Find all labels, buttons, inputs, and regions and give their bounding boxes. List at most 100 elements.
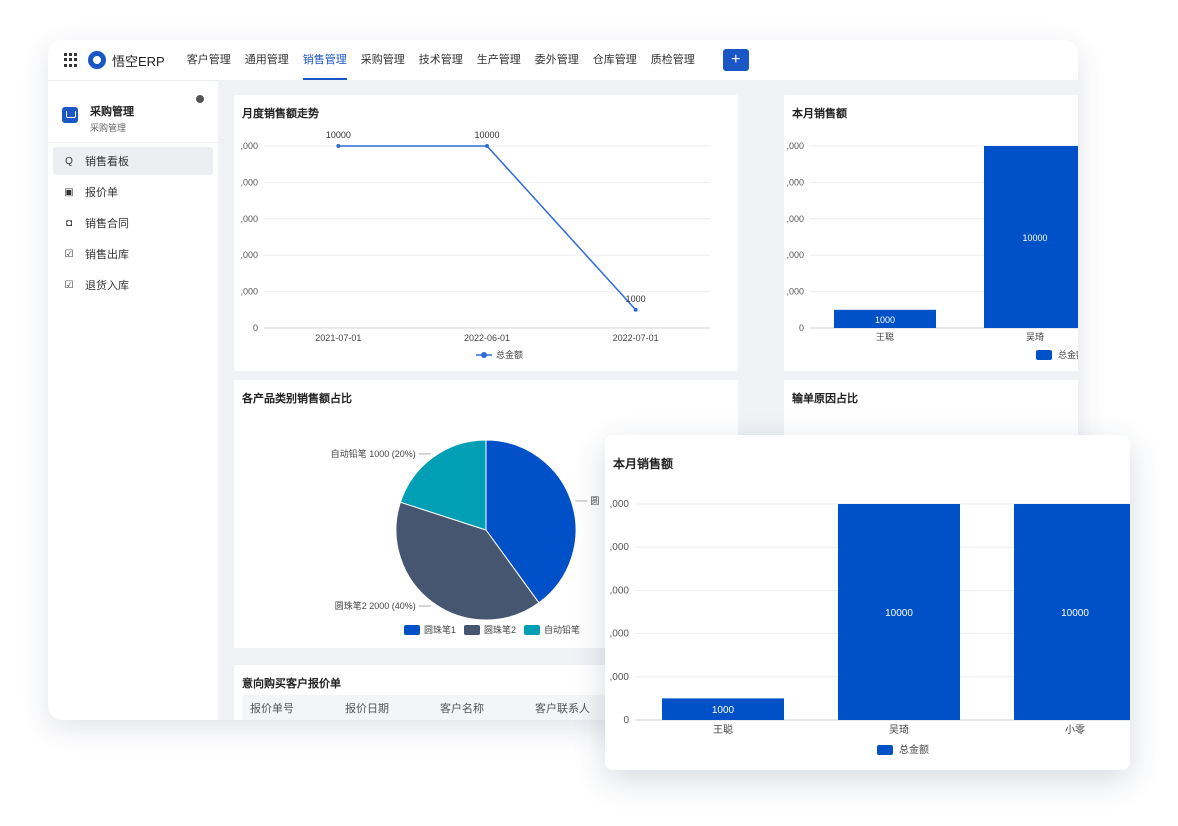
loss-title: 输单原因占比: [792, 393, 858, 405]
trend-title: 月度销售额走势: [242, 108, 319, 120]
month-title: 本月销售额: [792, 108, 847, 120]
legend-label: 总金额: [1058, 349, 1078, 360]
y-tick-label: 0: [253, 323, 258, 333]
bar-value-label: 10000: [885, 608, 913, 619]
category-card: 各产品类别销售额占比 自动铅笔 1000 (20%) 圆珠笔2 2000 (40%…: [234, 380, 738, 648]
sidebar-subtitle: 采购管理: [90, 123, 127, 133]
x-tick-label: 吴琦: [889, 724, 909, 736]
sidebar-item[interactable]: ☑ 销售出库: [53, 240, 213, 268]
quote-table-header: 报价单号 报价日期 客户名称 客户联系人: [242, 695, 622, 720]
data-label: 10000: [474, 130, 499, 140]
x-tick-label: 2022-06-01: [464, 333, 510, 343]
quote-title: 意向购买客户报价单: [242, 678, 341, 690]
popup-title: 本月销售额: [613, 457, 674, 471]
legend-swatch: [524, 625, 540, 635]
y-tick-label: ,000: [786, 177, 804, 187]
legend-label: 总金额: [496, 349, 523, 360]
quote-icon: ▣: [64, 186, 74, 198]
pie-slice: [395, 501, 540, 621]
x-tick-label: 王聪: [713, 723, 733, 736]
data-point: [485, 144, 489, 148]
y-tick-label: ,000: [610, 585, 630, 596]
legend-label: 圆珠笔2: [484, 624, 516, 635]
nav-item[interactable]: 通用管理: [244, 54, 289, 66]
bar: [838, 504, 960, 720]
legend-marker: [481, 352, 487, 358]
nav-item[interactable]: 技术管理: [418, 54, 463, 66]
y-tick-label: ,000: [240, 177, 258, 187]
bar: [834, 309, 936, 328]
contract-icon: ◘: [65, 217, 73, 229]
x-tick-label: 2021-07-01: [315, 333, 361, 343]
bar-value-label: 10000: [1022, 233, 1047, 243]
apps-grid-icon[interactable]: [64, 53, 78, 67]
trend-line: [338, 145, 637, 311]
sidebar-item[interactable]: ◘ 销售合同: [53, 209, 213, 237]
legend-label: 自动铅笔: [544, 624, 580, 635]
table-column-header[interactable]: 客户名称: [440, 703, 484, 715]
nav-item[interactable]: 仓库管理: [592, 54, 637, 66]
sidebar: 采购管理 采购管理 Q 销售看板 ▣ 报价单 ◘ 销售合同 ☑ 销售出库 ☑ 退货入库: [48, 80, 218, 720]
table-column-header[interactable]: 报价日期: [345, 703, 389, 715]
sidebar-item-label: 退货入库: [85, 280, 129, 292]
legend-swatch: [404, 625, 420, 635]
y-tick-label: ,000: [786, 214, 804, 224]
cart-icon: [62, 107, 78, 123]
sidebar-menu: Q 销售看板 ▣ 报价单 ◘ 销售合同 ☑ 销售出库 ☑ 退货入库: [48, 143, 218, 299]
add-button[interactable]: +: [722, 49, 749, 71]
y-tick-label: ,000: [610, 629, 630, 640]
top-navbar: 悟空ERP 客户管理 通用管理 销售管理 采购管理 技术管理 生产管理 委外管理 仓库管理 质检…: [48, 40, 1078, 80]
trend-card: 月度销售额走势 ,000 ,000 ,000 ,000 ,000 0 10000 2021-0…: [234, 95, 738, 371]
logo-icon: [88, 51, 106, 69]
bar-value-label: 1000: [712, 705, 735, 716]
app-title: 悟空ERP: [112, 53, 165, 69]
pie-label: 圆珠笔2 2000 (40%): [335, 600, 416, 611]
nav-item[interactable]: 质检管理: [650, 54, 695, 66]
nav-item[interactable]: 委外管理: [534, 54, 579, 66]
pie-label: 自动铅笔 1000 (20%): [331, 448, 416, 459]
main-nav: 客户管理 通用管理 销售管理 采购管理 技术管理 生产管理 委外管理 仓库管理 质检管理: [187, 40, 709, 80]
x-tick-label: 2022-07-01: [613, 333, 659, 343]
y-tick-label: ,000: [786, 287, 804, 297]
pie-slice: [399, 439, 487, 531]
sidebar-item[interactable]: ☑ 退货入库: [53, 271, 213, 299]
legend-swatch: [1036, 350, 1052, 360]
nav-item[interactable]: 客户管理: [186, 54, 231, 66]
pie-label: 圆: [590, 496, 599, 506]
nav-item[interactable]: 生产管理: [476, 54, 521, 66]
table-column-header[interactable]: 报价单号: [250, 703, 294, 715]
sidebar-item[interactable]: ▣ 报价单: [53, 178, 213, 206]
sidebar-item[interactable]: Q 销售看板: [53, 147, 213, 175]
y-tick-label: 0: [623, 715, 629, 726]
bar: [984, 146, 1078, 328]
sidebar-item-label: 销售出库: [85, 249, 129, 261]
y-tick-label: ,000: [240, 287, 258, 297]
y-tick-label: ,000: [786, 141, 804, 151]
y-tick-label: ,000: [240, 214, 258, 224]
bar: [1014, 504, 1130, 720]
month-card: 本月销售额 ,000 ,000 ,000 ,000 ,000 0 1000 王聪 10000 吴琦…: [784, 95, 1078, 371]
data-point: [633, 307, 638, 312]
sidebar-title: 采购管理: [90, 106, 134, 118]
y-tick-label: ,000: [610, 542, 630, 553]
nav-item[interactable]: 销售管理: [302, 40, 347, 80]
sidebar-item-label: 销售合同: [85, 218, 129, 230]
bar-value-label: 10000: [1061, 608, 1089, 619]
legend-swatch: [464, 625, 480, 635]
sidebar-header: 采购管理 采购管理: [48, 81, 218, 143]
sidebar-item-label: 销售看板: [85, 156, 129, 168]
sidebar-item-label: 报价单: [85, 187, 118, 199]
nav-item[interactable]: 采购管理: [360, 54, 405, 66]
x-tick-label: 小零: [1065, 724, 1085, 736]
data-label: 10000: [326, 130, 351, 140]
legend-label: 总金额: [899, 743, 929, 756]
search-icon: Q: [65, 155, 73, 167]
settings-icon[interactable]: [196, 95, 204, 103]
bar-value-label: 1000: [875, 315, 895, 325]
table-column-header[interactable]: 客户联系人: [535, 703, 590, 715]
edit-icon: ☑: [64, 248, 74, 260]
y-tick-label: ,000: [610, 499, 630, 510]
month-sales-popup: 本月销售额 ,000 ,000 ,000 ,000 ,000 0 1000 王聪 10000 吴琦…: [605, 435, 1130, 770]
